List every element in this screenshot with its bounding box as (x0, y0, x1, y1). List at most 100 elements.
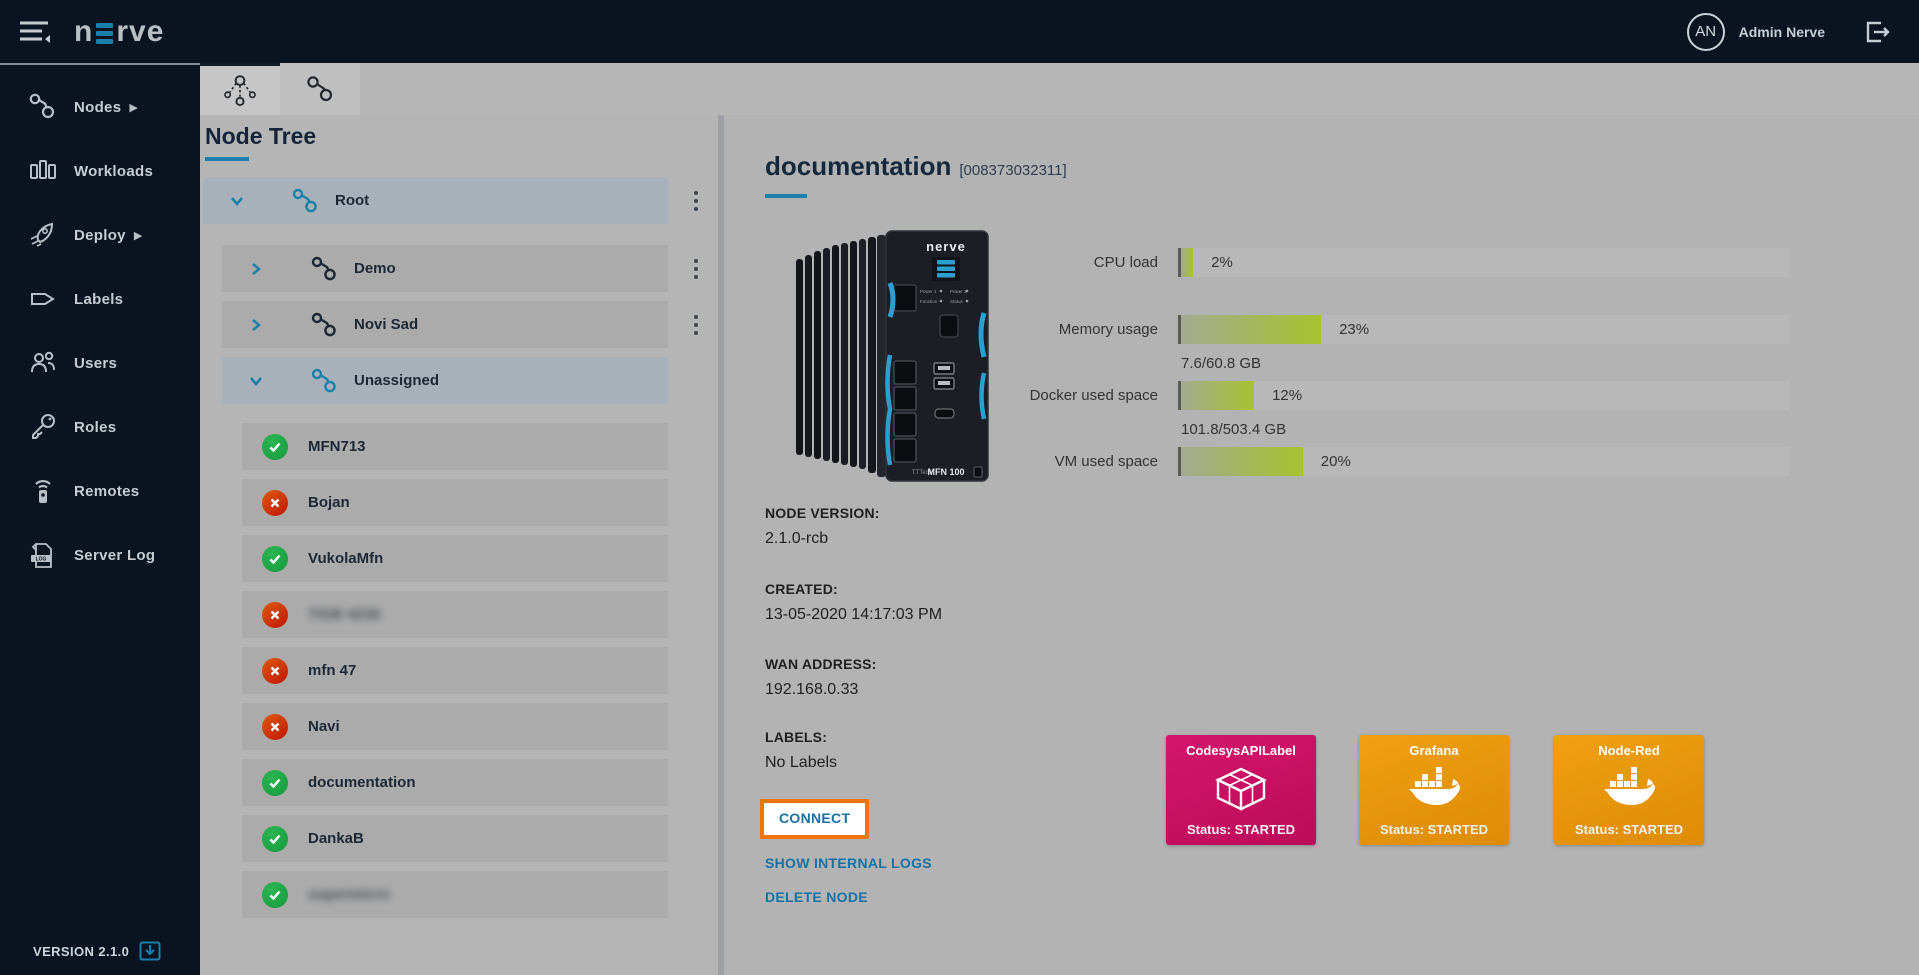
gauge-fill (1181, 248, 1194, 277)
labels-icon (31, 293, 55, 305)
deploy-icon (30, 222, 54, 247)
tree-node-documentation[interactable]: documentation (242, 759, 668, 806)
svg-text:Power 1: Power 1 (920, 289, 937, 294)
sidebar-item-roles[interactable]: Roles (0, 395, 200, 459)
chevron-down-icon[interactable] (229, 193, 245, 209)
svg-text:Power 2: Power 2 (950, 289, 967, 294)
docker-icon (1409, 767, 1461, 805)
vm-space-value: 101.8/503.4 GB (1181, 421, 1287, 438)
sidebar-item-labels[interactable]: Labels (0, 267, 200, 331)
docker-icon (1604, 767, 1656, 805)
svg-text:Function: Function (920, 299, 938, 304)
tree-row-root: Root (200, 177, 718, 224)
tree-node-redacted[interactable]: supermicro (242, 871, 668, 918)
tree-row-node: documentation (200, 759, 718, 806)
sidebar-item-server-log[interactable]: LOG Server Log (0, 523, 200, 587)
tree-group-root[interactable]: Root (203, 177, 668, 224)
chevron-right-icon[interactable] (248, 261, 264, 277)
tree-node-mfn713[interactable]: MFN713 (242, 423, 668, 470)
tree-node-mfn-47[interactable]: mfn 47 (242, 647, 668, 694)
node-version-label: NODE VERSION: (765, 505, 880, 521)
tree-node-vukolamfn[interactable]: VukolaMfn (242, 535, 668, 582)
users-icon (31, 351, 55, 373)
usb-ports (933, 362, 955, 390)
tree-rows: Root Demo (200, 177, 718, 927)
labels-value: No Labels (765, 754, 838, 771)
row-menu-icon[interactable] (690, 255, 702, 283)
row-menu-icon[interactable] (690, 187, 702, 215)
node-tree-heading: Node Tree (205, 123, 317, 149)
connect-button[interactable]: CONNECT (760, 799, 870, 839)
tree-group-novi-sad[interactable]: Novi Sad (222, 301, 668, 348)
avatar[interactable]: AN (1686, 12, 1725, 51)
tree-row-node: DankaB (200, 815, 718, 862)
version-label: VERSION 2.1.0 (33, 943, 130, 959)
workload-card-codesysapilabel[interactable]: CodesysAPILabel Status: STARTED (1166, 735, 1316, 845)
sidebar-item-nodes[interactable]: Nodes ▶ (0, 75, 200, 139)
heatsink-fins (796, 235, 886, 477)
gauge-fill (1181, 381, 1255, 410)
show-internal-logs-link[interactable]: SHOW INTERNAL LOGS (765, 855, 932, 871)
gauge-fill (1181, 315, 1322, 344)
logout-icon[interactable] (1861, 17, 1891, 47)
chevron-right-icon[interactable] (248, 317, 264, 333)
status-online-icon (262, 545, 288, 572)
tab-strip (200, 63, 1919, 115)
tree-node-dankab[interactable]: DankaB (242, 815, 668, 862)
gauge-fill (1181, 447, 1303, 476)
node-tab-icon (307, 76, 333, 102)
top-bar: n rve AN Admin Nerve (0, 0, 1919, 63)
node-tree-tab-icon (224, 74, 256, 106)
tab-node-tree[interactable] (200, 63, 280, 115)
created-label: CREATED: (765, 581, 838, 597)
sidebar-item-users[interactable]: Users (0, 331, 200, 395)
device-image: nerve Power 1 Power 2 Function Status (794, 223, 994, 491)
sidebar: Nodes ▶ Workloads Deploy ▶ Labels (0, 63, 200, 975)
labels-label: LABELS: (765, 729, 828, 745)
tree-row-novi-sad: Novi Sad (200, 301, 718, 348)
docker-space-value: 7.6/60.8 GB (1181, 355, 1262, 372)
server-log-icon: LOG (31, 543, 52, 568)
codesys-package-icon (1215, 767, 1267, 811)
tree-node-navi[interactable]: Navi (242, 703, 668, 750)
chevron-down-icon[interactable] (248, 373, 264, 389)
panel-divider[interactable] (718, 115, 724, 975)
page-title: documentation [008373032311] (765, 151, 1067, 181)
vm-used-space-bar: 20% (1178, 447, 1790, 476)
row-menu-icon[interactable] (690, 311, 702, 339)
version-row: VERSION 2.1.0 (33, 941, 161, 961)
tree-row-node: mfn 47 (200, 647, 718, 694)
submenu-arrow-icon: ▶ (129, 101, 138, 114)
tree-node-redacted[interactable]: TGW 4230 (242, 591, 668, 638)
heading-underline (205, 157, 249, 161)
tree-row-node: VukolaMfn (200, 535, 718, 582)
sidebar-item-remotes[interactable]: Remotes (0, 459, 200, 523)
memory-usage-bar: 23% (1178, 315, 1790, 344)
tree-group-demo[interactable]: Demo (222, 245, 668, 292)
sidebar-item-deploy[interactable]: Deploy ▶ (0, 203, 200, 267)
status-online-icon (262, 433, 288, 460)
workload-card-node-red[interactable]: Node-Red Status: STARTED (1554, 735, 1704, 845)
tree-row-node: MFN713 (200, 423, 718, 470)
sidebar-item-workloads[interactable]: Workloads (0, 139, 200, 203)
tree-row-unassigned: Unassigned (200, 357, 718, 404)
node-details-panel: documentation [008373032311] (724, 115, 1919, 975)
menu-toggle-icon[interactable] (18, 19, 52, 45)
tree-group-unassigned[interactable]: Unassigned (222, 357, 668, 404)
roles-icon (32, 414, 55, 439)
tree-row-node: TGW 4230 (200, 591, 718, 638)
remotes-icon (35, 480, 51, 503)
tree-row-node: Bojan (200, 479, 718, 526)
workload-card-grafana[interactable]: Grafana Status: STARTED (1359, 735, 1509, 845)
tab-node[interactable] (280, 63, 360, 115)
title-underline (765, 194, 807, 198)
nodes-icon (29, 93, 55, 119)
device-model: MFN 100 (927, 467, 964, 477)
status-offline-icon (262, 601, 288, 628)
svg-text:LOG: LOG (36, 557, 47, 563)
logo-rve: rve (116, 14, 165, 48)
delete-node-link[interactable]: DELETE NODE (765, 889, 868, 905)
logo-n: n (74, 14, 94, 48)
download-version-icon[interactable] (139, 941, 161, 961)
tree-node-bojan[interactable]: Bojan (242, 479, 668, 526)
